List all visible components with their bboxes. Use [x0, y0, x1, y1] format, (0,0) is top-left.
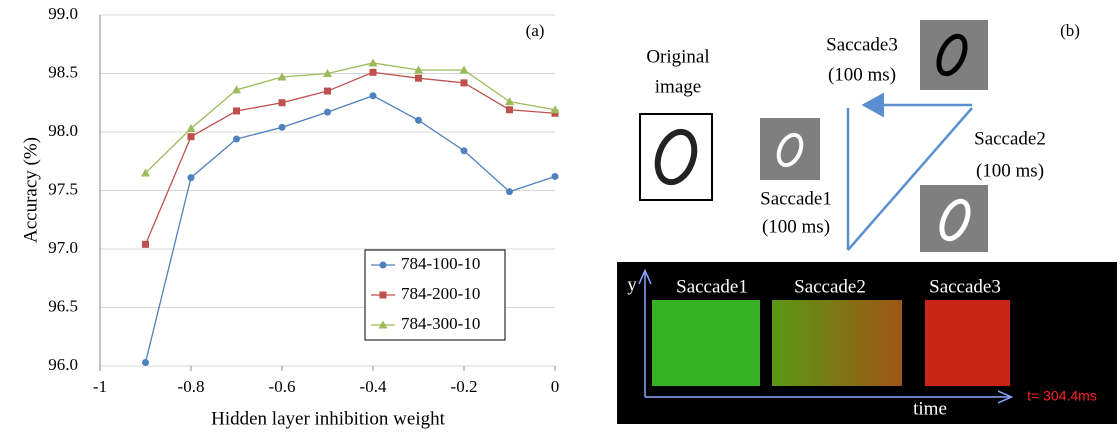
panel-label: (b): [1060, 21, 1080, 40]
raster-x-label: time: [913, 398, 947, 419]
marker: [188, 174, 195, 181]
caption: Original: [646, 46, 709, 67]
series-line: [146, 72, 556, 244]
marker: [188, 133, 195, 140]
legend-label: 784-200-10: [401, 284, 480, 303]
y-tick-label: 98.0: [48, 121, 78, 140]
legend-label: 784-300-10: [401, 314, 480, 333]
marker: [552, 173, 559, 180]
marker: [380, 292, 387, 299]
marker: [380, 262, 387, 269]
saccade-name: Saccade1: [760, 188, 832, 209]
y-tick-label: 97.5: [48, 179, 78, 198]
spike-cloud: [772, 300, 902, 386]
figure: (a) Hidden layer inhibition weight Accur…: [0, 0, 1120, 436]
series-line: [146, 63, 556, 173]
marker: [142, 359, 149, 366]
panel-label: (a): [526, 21, 545, 40]
saccade-duration: (100 ms): [828, 64, 896, 85]
marker: [369, 58, 378, 66]
legend-label: 784-100-10: [401, 254, 480, 273]
y-tick-label: 97.0: [48, 238, 78, 257]
saccade-image: [760, 118, 820, 180]
marker: [461, 147, 468, 154]
marker: [324, 88, 331, 95]
x-tick-label: -1: [93, 377, 107, 396]
panel-b: (b) Original image Saccade3 (100 ms) Sac…: [617, 20, 1117, 424]
x-tick-label: -0.4: [360, 377, 387, 396]
original-image: [640, 114, 712, 200]
y-tick-label: 98.5: [48, 62, 78, 81]
marker: [233, 107, 240, 114]
y-tick-label: 99.0: [48, 4, 78, 23]
marker: [279, 124, 286, 131]
x-tick-label: -0.2: [451, 377, 478, 396]
marker: [142, 241, 149, 248]
raster-label: Saccade3: [929, 276, 1001, 297]
spike-cloud: [652, 300, 760, 386]
marker: [506, 188, 513, 195]
marker: [505, 97, 514, 105]
marker: [370, 69, 377, 76]
marker: [370, 92, 377, 99]
raster-y-label: y: [627, 274, 637, 295]
y-tick-label: 96.5: [48, 296, 78, 315]
saccade-duration: (100 ms): [976, 160, 1044, 181]
marker: [461, 79, 468, 86]
x-tick-label: -0.6: [269, 377, 296, 396]
marker: [415, 117, 422, 124]
saccade-name: Saccade3: [826, 34, 898, 55]
saccade-image: [920, 20, 988, 90]
marker: [233, 136, 240, 143]
caption: image: [655, 76, 701, 97]
raster-label: Saccade1: [676, 276, 748, 297]
x-axis-label: Hidden layer inhibition weight: [211, 408, 445, 429]
x-tick-label: -0.8: [178, 377, 205, 396]
saccade-duration: (100 ms): [762, 216, 830, 237]
saccade-name: Saccade2: [974, 128, 1046, 149]
y-axis-label: Accuracy (%): [20, 137, 41, 243]
marker: [506, 106, 513, 113]
x-tick-label: 0: [551, 377, 560, 396]
raster-label: Saccade2: [794, 276, 866, 297]
marker: [324, 109, 331, 116]
timestamp: t= 304.4ms: [1027, 388, 1097, 404]
saccade-image: [920, 185, 988, 252]
spike-cloud: [925, 300, 1010, 386]
y-tick-label: 96.0: [48, 355, 78, 374]
marker: [415, 75, 422, 82]
marker: [279, 99, 286, 106]
